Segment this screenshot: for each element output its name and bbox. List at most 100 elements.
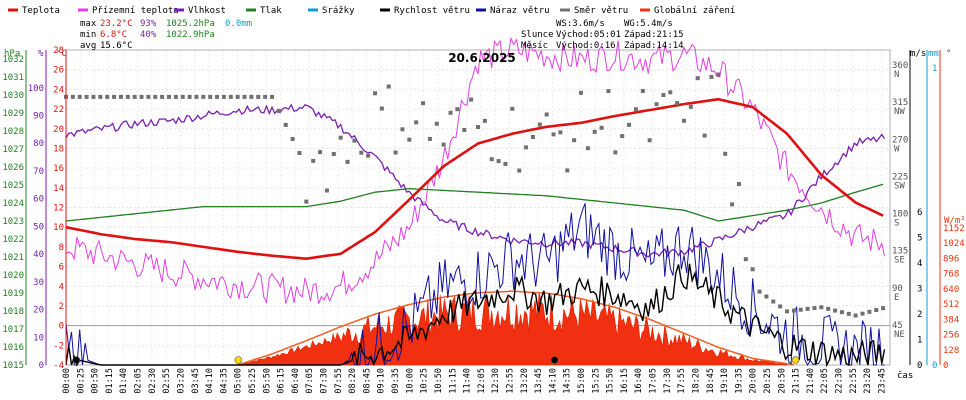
deg-dir-label: NE <box>894 330 905 340</box>
x-tick-label: 19:10 <box>720 368 730 394</box>
x-tick-label: 01:40 <box>119 368 129 394</box>
degc-tick: -4 <box>53 361 64 371</box>
info-sun-label: Slunce <box>521 30 554 40</box>
direction-point <box>757 289 762 294</box>
x-tick-label: 19:35 <box>734 368 744 394</box>
info-box: WS:3.6m/s WG:5.4m/s Slunce Východ:05:01 … <box>521 19 684 51</box>
x-tick-label: 10:00 <box>405 368 415 394</box>
direction-point <box>592 129 597 134</box>
direction-point <box>235 94 240 99</box>
deg-tick: 315 <box>892 98 908 108</box>
direction-point <box>324 188 329 193</box>
max-press: 1025.2hPa <box>166 19 215 29</box>
direction-point <box>125 94 130 99</box>
x-tick-label: 22:30 <box>835 368 845 394</box>
x-tick-label: 17:30 <box>663 368 673 394</box>
direction-point <box>791 308 796 313</box>
direction-point <box>599 125 604 130</box>
temperature-line <box>65 97 884 261</box>
direction-point <box>771 299 776 304</box>
direction-point <box>723 151 728 156</box>
direction-point <box>283 122 288 127</box>
min-press: 1022.9hPa <box>166 30 215 40</box>
x-tick-label: 21:40 <box>806 368 816 394</box>
x-tick-label: 04:35 <box>219 368 229 394</box>
deg-tick: 45 <box>892 321 903 331</box>
x-tick-label: 02:05 <box>134 368 144 394</box>
direction-point <box>524 145 529 150</box>
hpa-tick: 1025 <box>2 181 24 191</box>
avg-temp: 15.6°C <box>100 41 133 51</box>
sun-moon-markers <box>72 356 800 364</box>
ms-tick: 4 <box>917 259 922 269</box>
direction-point <box>661 93 666 98</box>
direction-point <box>764 294 769 299</box>
direction-point <box>613 150 618 155</box>
hpa-tick: 1030 <box>2 91 24 101</box>
legend-label-rain: Srážky <box>322 6 355 16</box>
legend-label-dir: Směr větru <box>574 6 628 16</box>
direction-point <box>270 94 274 99</box>
direction-point <box>448 110 453 115</box>
direction-point <box>819 305 824 310</box>
direction-point <box>77 94 82 99</box>
hpa-tick: 1031 <box>2 73 24 83</box>
direction-point <box>730 202 735 207</box>
x-tick-label: 10:25 <box>420 368 430 394</box>
x-tick-label: 15:25 <box>591 368 601 394</box>
deg-tick: 135 <box>892 247 908 257</box>
direction-point <box>785 309 789 314</box>
wind-speed-line <box>65 263 886 368</box>
x-tick-label: 23:20 <box>863 368 873 394</box>
direction-point <box>510 106 515 111</box>
deg-dir-label: SE <box>894 256 905 266</box>
hpa-tick: 1029 <box>2 109 24 119</box>
pct-unit: % <box>38 49 44 59</box>
hpa-tick: 1021 <box>2 253 24 263</box>
direction-point <box>558 130 563 135</box>
x-tick-label: 16:40 <box>634 368 644 394</box>
x-tick-label: 13:45 <box>534 368 544 394</box>
x-tick-label: 00:00 <box>62 368 72 394</box>
hpa-tick: 1018 <box>2 307 24 317</box>
solar-series <box>237 290 794 366</box>
x-tick-label: 20:50 <box>777 368 787 394</box>
x-tick-label: 15:00 <box>577 368 587 394</box>
direction-point <box>839 310 844 315</box>
sun-moon-marker <box>234 356 243 364</box>
direction-point <box>118 94 123 99</box>
pct-tick: 40 <box>33 250 44 260</box>
x-tick-label: 07:05 <box>305 368 315 394</box>
direction-point <box>173 94 178 99</box>
direction-point <box>98 94 103 99</box>
x-tick-label: 06:40 <box>291 368 301 394</box>
sun-moon-marker <box>550 356 559 364</box>
degc-unit: °C <box>56 49 67 59</box>
pct-tick: 70 <box>33 167 44 177</box>
info-moon-rise: Východ:0:16 <box>556 41 616 51</box>
pct-tick: 20 <box>33 306 44 316</box>
direction-point <box>201 94 206 99</box>
mm-unit: mm <box>928 49 939 59</box>
degc-tick: 26 <box>53 66 64 76</box>
deg-tick: 180 <box>892 210 908 220</box>
direction-point <box>668 90 673 95</box>
humidity-line <box>65 103 886 258</box>
x-tick-label: 05:25 <box>248 368 258 394</box>
x-tick-label: 03:20 <box>176 368 186 394</box>
deg-tick: 90 <box>892 284 903 294</box>
max-label: max <box>80 19 97 29</box>
x-tick-label: 12:05 <box>477 368 487 394</box>
x-tick-label: 06:15 <box>277 368 287 394</box>
direction-point <box>620 134 625 139</box>
info-sun-rise: Východ:05:01 <box>556 30 621 40</box>
x-tick-label: 21:15 <box>792 368 802 394</box>
x-tick-label: 23:45 <box>877 368 887 394</box>
deg-dir-label: SW <box>894 181 905 191</box>
x-tick-label: 01:15 <box>105 368 115 394</box>
ms-tick: 6 <box>917 208 922 218</box>
legend-label-wind: Rychlost větru <box>394 6 470 16</box>
direction-point <box>633 107 638 112</box>
stats-box: max 23.2°C 93% 1025.2hPa 0.0mm min 6.8°C… <box>80 19 252 51</box>
